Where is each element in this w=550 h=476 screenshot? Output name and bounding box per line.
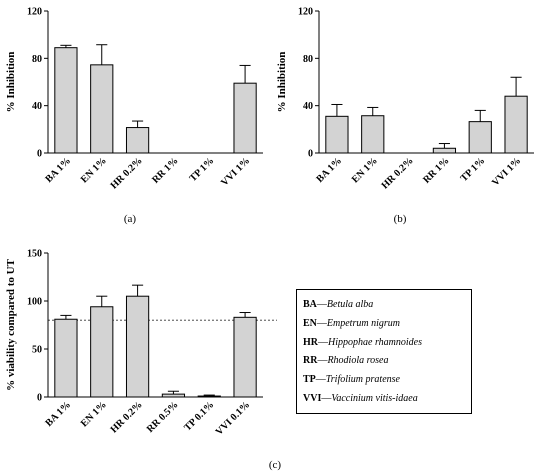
x-tick-label: BA 1% [43, 399, 73, 429]
legend-item-rr: RR—Rhodiola rosea [303, 355, 389, 367]
x-tick-label: RR 1% [421, 155, 451, 185]
x-tick-label: HR 0.2% [109, 155, 145, 191]
y-axis-label: % viability compared to UT [5, 258, 17, 390]
y-tick-label: 100 [27, 297, 42, 308]
legend-item-hr: HR—Hippophae rhamnoides [303, 336, 422, 348]
y-tick-label: 80 [32, 54, 42, 65]
bar [90, 64, 114, 154]
panel-label-c: (c) [269, 459, 282, 471]
x-tick-label: BA 1% [43, 155, 73, 185]
bar [233, 316, 257, 398]
chart-panel-b: BA 1% EN 1% HR 0.2% RR 1% TP 1% VVI 1% 0 40 80 12… [276, 7, 534, 191]
x-tick-label: VVI 1% [219, 155, 252, 188]
bar [54, 47, 78, 154]
y-tick-label: 80 [303, 54, 313, 65]
x-tick-label: EN 1% [350, 155, 380, 185]
y-tick-label: 0 [37, 393, 42, 404]
bar [504, 95, 528, 154]
y-tick-label: 40 [32, 101, 42, 112]
bar [125, 127, 150, 154]
x-tick-label: EN 1% [79, 155, 109, 185]
x-tick-label: HR 0.2% [109, 399, 145, 435]
y-tick-label: 0 [308, 149, 313, 160]
y-axis-label: % Inhibition [276, 52, 288, 113]
chart-panel-a: BA 1% EN 1% HR 0.2% RR 1% TP 1% VVI 1% 0 40 80 12… [5, 7, 263, 191]
x-tick-label: RR 0.5% [145, 399, 181, 435]
bar [90, 306, 114, 398]
y-tick-label: 150 [27, 249, 42, 260]
bar [125, 295, 150, 398]
y-axis-label: % Inhibition [5, 52, 17, 113]
x-tick-label: HR 0.2% [380, 155, 416, 191]
x-tick-label: TP 1% [188, 155, 217, 184]
legend-item-vvi: VVI—Vaccinium vitis-idaea [303, 392, 418, 404]
y-tick-label: 50 [32, 345, 42, 356]
bar [233, 82, 257, 154]
legend-item-tp: TP—Trifolium pratense [303, 374, 400, 386]
x-tick-label: BA 1% [314, 155, 344, 185]
x-tick-label: TP 0.1% [182, 399, 216, 433]
bar [468, 121, 492, 154]
bar [325, 115, 349, 154]
bar [432, 147, 457, 154]
x-tick-label: VVI 0.1% [214, 399, 252, 437]
bar [54, 318, 78, 398]
y-tick-label: 0 [37, 149, 42, 160]
species-legend: BA—Betula alba EN—Empetrum nigrum HR—Hip… [296, 289, 472, 414]
x-tick-label: TP 1% [459, 155, 488, 184]
panel-label-a: (a) [124, 213, 137, 225]
panel-label-b: (b) [394, 213, 407, 225]
y-tick-label: 120 [27, 7, 42, 18]
y-tick-label: 120 [298, 7, 313, 18]
y-tick-label: 40 [303, 101, 313, 112]
x-tick-label: EN 1% [79, 399, 109, 429]
chart-panel-c: BA 1% EN 1% HR 0.2% RR 0.5% TP 0.1%VVI 0.1% 0… [5, 249, 277, 438]
legend-item-ba: BA—Betula alba [303, 299, 374, 310]
x-tick-label: RR 1% [150, 155, 180, 185]
legend-item-en: EN—Empetrum nigrum [303, 317, 400, 329]
x-tick-label: VVI 1% [490, 155, 523, 188]
bar [361, 115, 385, 154]
